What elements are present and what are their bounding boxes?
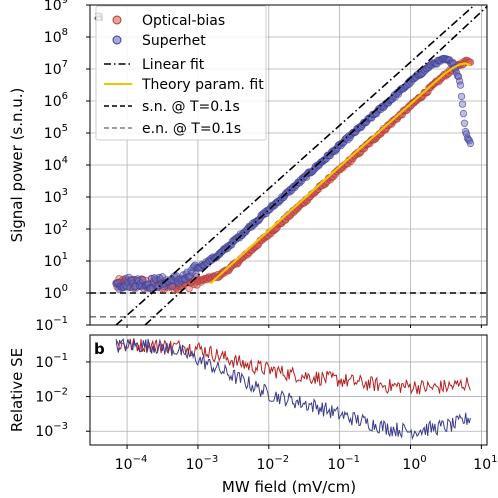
ytick-label-b-1: 10−2 — [35, 387, 68, 406]
ytick-label-a-0: 10−1 — [35, 315, 68, 334]
ytick-label-a-1: 100 — [44, 283, 68, 302]
panel-b-frame — [89, 334, 488, 446]
panel-a-lines — [115, 5, 487, 325]
ytick-label-a-2: 101 — [44, 251, 68, 270]
legend-label-linear-fit: Linear fit — [142, 57, 205, 73]
point-superhet — [457, 92, 466, 101]
panel-b: 10−3 10−2 10−1 10−4 10−3 10−2 10−1 100 101 Relat… — [8, 334, 497, 496]
legend-box — [95, 5, 267, 141]
legend: Optical-bias Superhet Linear fit Theory … — [95, 5, 267, 141]
legend-label-sn: s.n. @ T=0.1s — [142, 99, 240, 115]
xtick-label-4: 100 — [402, 454, 426, 473]
ytick-label-a-4: 103 — [44, 187, 68, 206]
point-superhet — [464, 135, 473, 144]
xtick-label-2: 10−2 — [256, 454, 289, 473]
ytick-label-a-7: 106 — [44, 91, 68, 110]
ytick-label-b-2: 10−1 — [35, 352, 68, 371]
ytick-label-a-6: 105 — [44, 123, 68, 142]
ytick-label-a-10: 109 — [44, 0, 68, 14]
point-superhet — [168, 282, 176, 290]
ytick-label-a-3: 102 — [44, 219, 68, 238]
point-superhet — [454, 72, 463, 81]
linear-fit-line — [115, 5, 476, 325]
theory-fit-line — [209, 62, 471, 285]
point-superhet — [460, 119, 469, 127]
linear-fit-line-2 — [144, 5, 487, 325]
legend-label-theory-fit: Theory param. fit — [141, 77, 264, 93]
ytick-label-a-5: 104 — [44, 155, 68, 174]
relse-line-optical-bias — [115, 338, 471, 395]
point-superhet — [456, 81, 465, 89]
point-superhet — [458, 100, 467, 108]
panel-a-ticks: 10−1 100 101 102 103 104 105 106 107 108 109 — [35, 0, 482, 334]
legend-label-optical-bias: Optical-bias — [142, 13, 225, 29]
xtick-label-5: 101 — [473, 454, 497, 473]
legend-label-superhet: Superhet — [142, 33, 206, 49]
panel-a: 10−1 100 101 102 103 104 105 106 107 108 109 Signa… — [8, 0, 488, 334]
point-superhet — [459, 109, 468, 118]
relse-line-superhet — [115, 337, 471, 441]
panel-b-letter: b — [94, 340, 105, 358]
panel-b-ylabel: Relative SE — [8, 348, 26, 432]
panel-b-lines — [115, 337, 471, 441]
point-superhet — [192, 270, 200, 278]
ytick-label-a-8: 107 — [44, 59, 68, 78]
x-axis-label: MW field (mV/cm) — [222, 478, 356, 496]
legend-marker-optical-bias — [112, 15, 122, 25]
panel-b-ticks: 10−3 10−2 10−1 10−4 10−3 10−2 10−1 100 101 — [35, 352, 497, 473]
ytick-label-b-0: 10−3 — [35, 421, 68, 440]
legend-label-en: e.n. @ T=0.1s — [142, 121, 241, 137]
panel-a-hlines — [90, 292, 487, 318]
xtick-label-1: 10−3 — [186, 454, 219, 473]
legend-marker-superhet — [112, 35, 122, 45]
xtick-label-0: 10−4 — [115, 454, 148, 473]
xtick-label-3: 10−1 — [327, 454, 360, 473]
ytick-label-a-9: 108 — [44, 27, 68, 46]
point-superhet — [466, 139, 475, 148]
panel-a-ylabel: Signal power (s.n.u.) — [8, 88, 26, 243]
